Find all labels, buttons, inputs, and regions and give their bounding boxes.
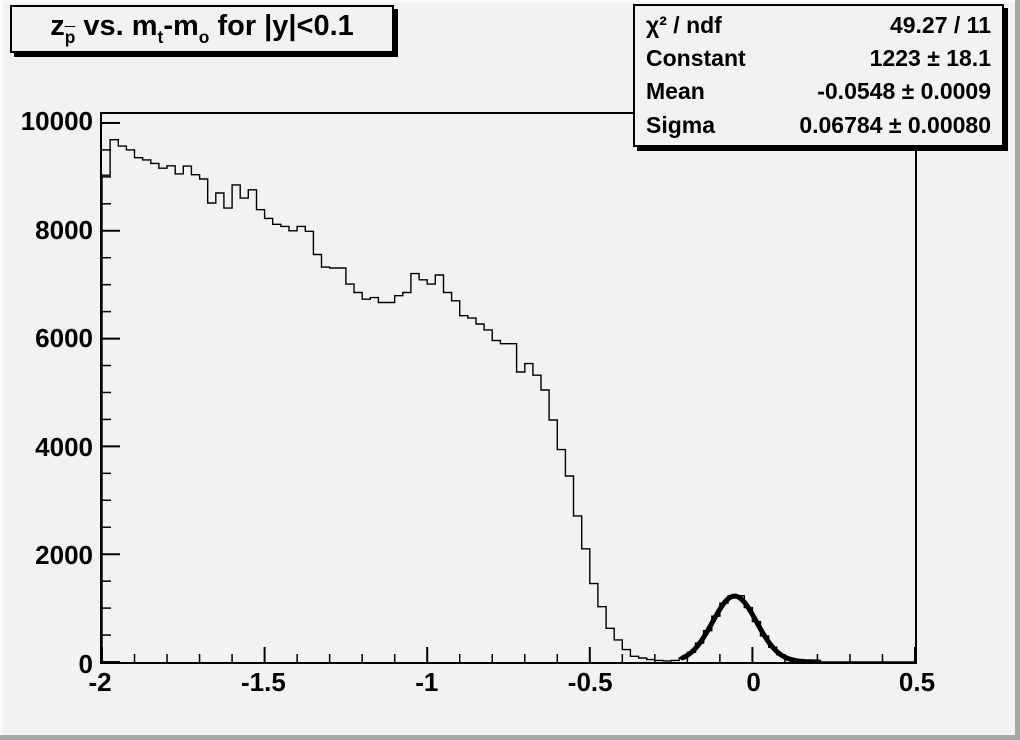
stats-label: Mean (646, 78, 705, 105)
stats-value: -0.0548 ± 0.0009 (817, 78, 991, 105)
y-tick-label: 0 (78, 649, 93, 679)
y-tick-label: 10000 (20, 106, 93, 136)
stats-value: 49.27 / 11 (889, 11, 991, 38)
canvas-bevel-top (0, 0, 1020, 3)
stats-value: 0.06784 ± 0.00080 (799, 111, 991, 138)
stats-row: Constant 1223 ± 18.1 (635, 45, 1002, 72)
stats-label: χ² / ndf (646, 11, 722, 38)
x-tick-label: -1 (415, 667, 439, 697)
x-tick-label: -1.5 (240, 667, 286, 697)
y-tick-label: 4000 (35, 431, 93, 462)
x-tick-label: -0.5 (567, 667, 613, 697)
histogram-plot (102, 121, 915, 662)
stats-row: Mean -0.0548 ± 0.0009 (635, 78, 1002, 105)
stats-row: Sigma 0.06784 ± 0.00080 (635, 111, 1002, 138)
title-text-segment: z (50, 10, 65, 43)
y-tick-label: 2000 (35, 540, 93, 571)
histogram-step-line (102, 139, 915, 662)
title-text-segment: for |y|<0.1 (209, 10, 354, 43)
title-subscript: o (198, 26, 210, 47)
title-text-segment: -m (163, 10, 199, 43)
canvas-bevel-left (0, 0, 3, 740)
title-subscript: p (64, 26, 76, 47)
plot-frame (100, 112, 917, 664)
x-tick-label: 0 (746, 667, 761, 697)
stats-label: Constant (646, 45, 746, 72)
title-subscript: t (157, 26, 164, 47)
title-box: zp vs. mt-mo for |y|<0.1 (10, 5, 394, 53)
stats-value: 1223 ± 18.1 (869, 45, 991, 72)
stats-label: Sigma (646, 111, 716, 138)
plot-title: zp vs. mt-mo for |y|<0.1 (50, 10, 354, 48)
y-tick-label: 8000 (35, 214, 93, 245)
x-tick-label: 0.5 (898, 667, 936, 697)
title-text-segment: vs. m (75, 10, 158, 43)
canvas-bevel-bottom (0, 735, 1020, 740)
stats-box: χ² / ndf 49.27 / 11 Constant 1223 ± 18.1 Mea… (633, 4, 1004, 147)
gaussian-fit-curve (680, 593, 822, 662)
stats-row: χ² / ndf 49.27 / 11 (635, 11, 1002, 38)
y-tick-label: 6000 (35, 323, 93, 354)
canvas-bevel-right (1015, 0, 1020, 740)
x-tick-label: -2 (88, 667, 112, 697)
